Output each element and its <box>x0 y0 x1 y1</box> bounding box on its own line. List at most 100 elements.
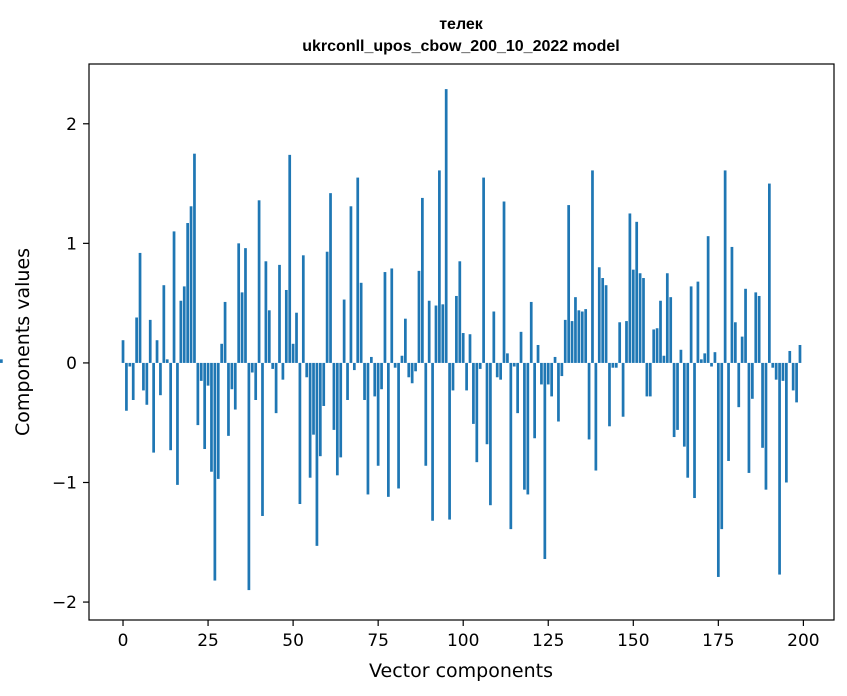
bar-148 <box>625 321 628 363</box>
bar-141 <box>601 278 605 363</box>
bar-87 <box>417 270 421 363</box>
bar-99 <box>458 261 462 363</box>
bar-180 <box>733 322 737 363</box>
bar-51 <box>295 312 298 363</box>
bar-54 <box>305 362 309 378</box>
bar-108 <box>489 362 492 506</box>
bar-194 <box>781 362 785 381</box>
bar-125 <box>546 362 550 385</box>
x-axis-ticks: 0 25 50 75 100 125 150 175 200 <box>118 620 820 651</box>
y-tick-label: −1 <box>52 473 77 493</box>
bar-143 <box>608 362 611 427</box>
bar-6 <box>142 362 145 391</box>
bar-39 <box>254 362 258 400</box>
y-axis-label: Components values <box>12 248 34 436</box>
bar-95 <box>444 89 448 363</box>
x-tick-label: 175 <box>702 631 734 651</box>
bar-25 <box>206 362 210 386</box>
bar-90 <box>427 300 431 363</box>
bar-44 <box>271 362 275 369</box>
bar-110 <box>495 362 499 378</box>
bar-176 <box>720 362 724 530</box>
bar-164 <box>679 349 683 363</box>
bar-195 <box>785 362 788 483</box>
bar-166 <box>686 362 690 478</box>
bar-84 <box>407 362 411 378</box>
bar-163 <box>676 362 679 430</box>
bar-56 <box>312 362 315 435</box>
bar-196 <box>788 350 792 363</box>
bar-58 <box>318 362 322 457</box>
bar-83 <box>404 318 407 363</box>
bar-171 <box>703 353 707 363</box>
bar-46 <box>278 264 281 363</box>
bar-75 <box>376 362 380 466</box>
bar-27 <box>213 362 217 581</box>
bar-179 <box>730 246 734 363</box>
bar-198 <box>795 362 798 403</box>
bar-9 <box>152 362 155 453</box>
bar-undefined <box>0 359 3 363</box>
bar-183 <box>744 288 747 363</box>
bar-178 <box>727 362 730 461</box>
bar-88 <box>421 197 424 363</box>
bar-103 <box>472 362 475 424</box>
bar-123 <box>540 362 543 385</box>
bar-190 <box>768 183 771 363</box>
bar-78 <box>387 362 390 497</box>
y-tick-label: 1 <box>66 234 77 254</box>
x-tick-label: 0 <box>118 631 129 651</box>
bar-181 <box>737 362 741 408</box>
bars-group <box>0 89 802 591</box>
bar-85 <box>410 362 414 384</box>
bar-31 <box>227 362 230 436</box>
bar-8 <box>148 319 152 363</box>
bar-106 <box>482 177 485 363</box>
bar-117 <box>519 331 523 363</box>
x-tick-label: 100 <box>447 631 479 651</box>
bar-167 <box>689 286 693 363</box>
bar-116 <box>516 362 519 414</box>
bar-160 <box>665 273 669 363</box>
bar-138 <box>591 170 594 363</box>
bar-79 <box>390 268 394 363</box>
x-tick-label: 75 <box>367 631 389 651</box>
bar-10 <box>155 340 159 363</box>
x-tick-label: 125 <box>532 631 564 651</box>
bar-34 <box>237 243 241 363</box>
bar-49 <box>288 154 292 363</box>
bar-114 <box>509 362 513 530</box>
bar-23 <box>199 362 203 381</box>
bar-122 <box>536 344 540 363</box>
y-tick-label: 2 <box>66 115 77 135</box>
bar-159 <box>662 355 666 363</box>
bar-15 <box>172 231 176 363</box>
bar-14 <box>169 362 172 451</box>
bar-155 <box>648 362 652 397</box>
plot-frame <box>88 63 835 621</box>
bar-104 <box>475 362 479 463</box>
bar-59 <box>322 362 326 406</box>
bar-136 <box>584 309 588 363</box>
bar-168 <box>693 362 696 499</box>
bar-64 <box>339 362 343 458</box>
bar-193 <box>778 362 781 575</box>
bar-24 <box>203 362 207 450</box>
bar-134 <box>577 310 581 363</box>
bar-89 <box>424 362 428 466</box>
bar-70 <box>359 282 363 363</box>
bar-26 <box>210 362 213 472</box>
bar-186 <box>754 292 758 363</box>
bar-37 <box>247 362 251 591</box>
bar-16 <box>176 362 179 485</box>
bar-100 <box>461 333 465 363</box>
bar-170 <box>699 359 703 363</box>
bar-2 <box>128 362 132 367</box>
bar-38 <box>250 362 254 373</box>
bar-43 <box>267 310 271 363</box>
bar-17 <box>179 300 183 363</box>
bar-60 <box>325 251 329 363</box>
bar-173 <box>710 362 713 367</box>
bar-63 <box>335 362 339 476</box>
bar-111 <box>499 362 502 380</box>
